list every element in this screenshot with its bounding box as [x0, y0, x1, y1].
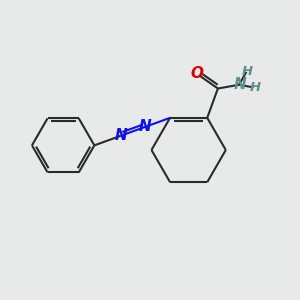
Text: N: N	[139, 119, 152, 134]
Text: H: H	[242, 65, 253, 78]
Text: N: N	[234, 77, 247, 92]
Text: N: N	[115, 128, 127, 143]
Text: O: O	[191, 66, 204, 81]
Text: H: H	[250, 82, 261, 94]
